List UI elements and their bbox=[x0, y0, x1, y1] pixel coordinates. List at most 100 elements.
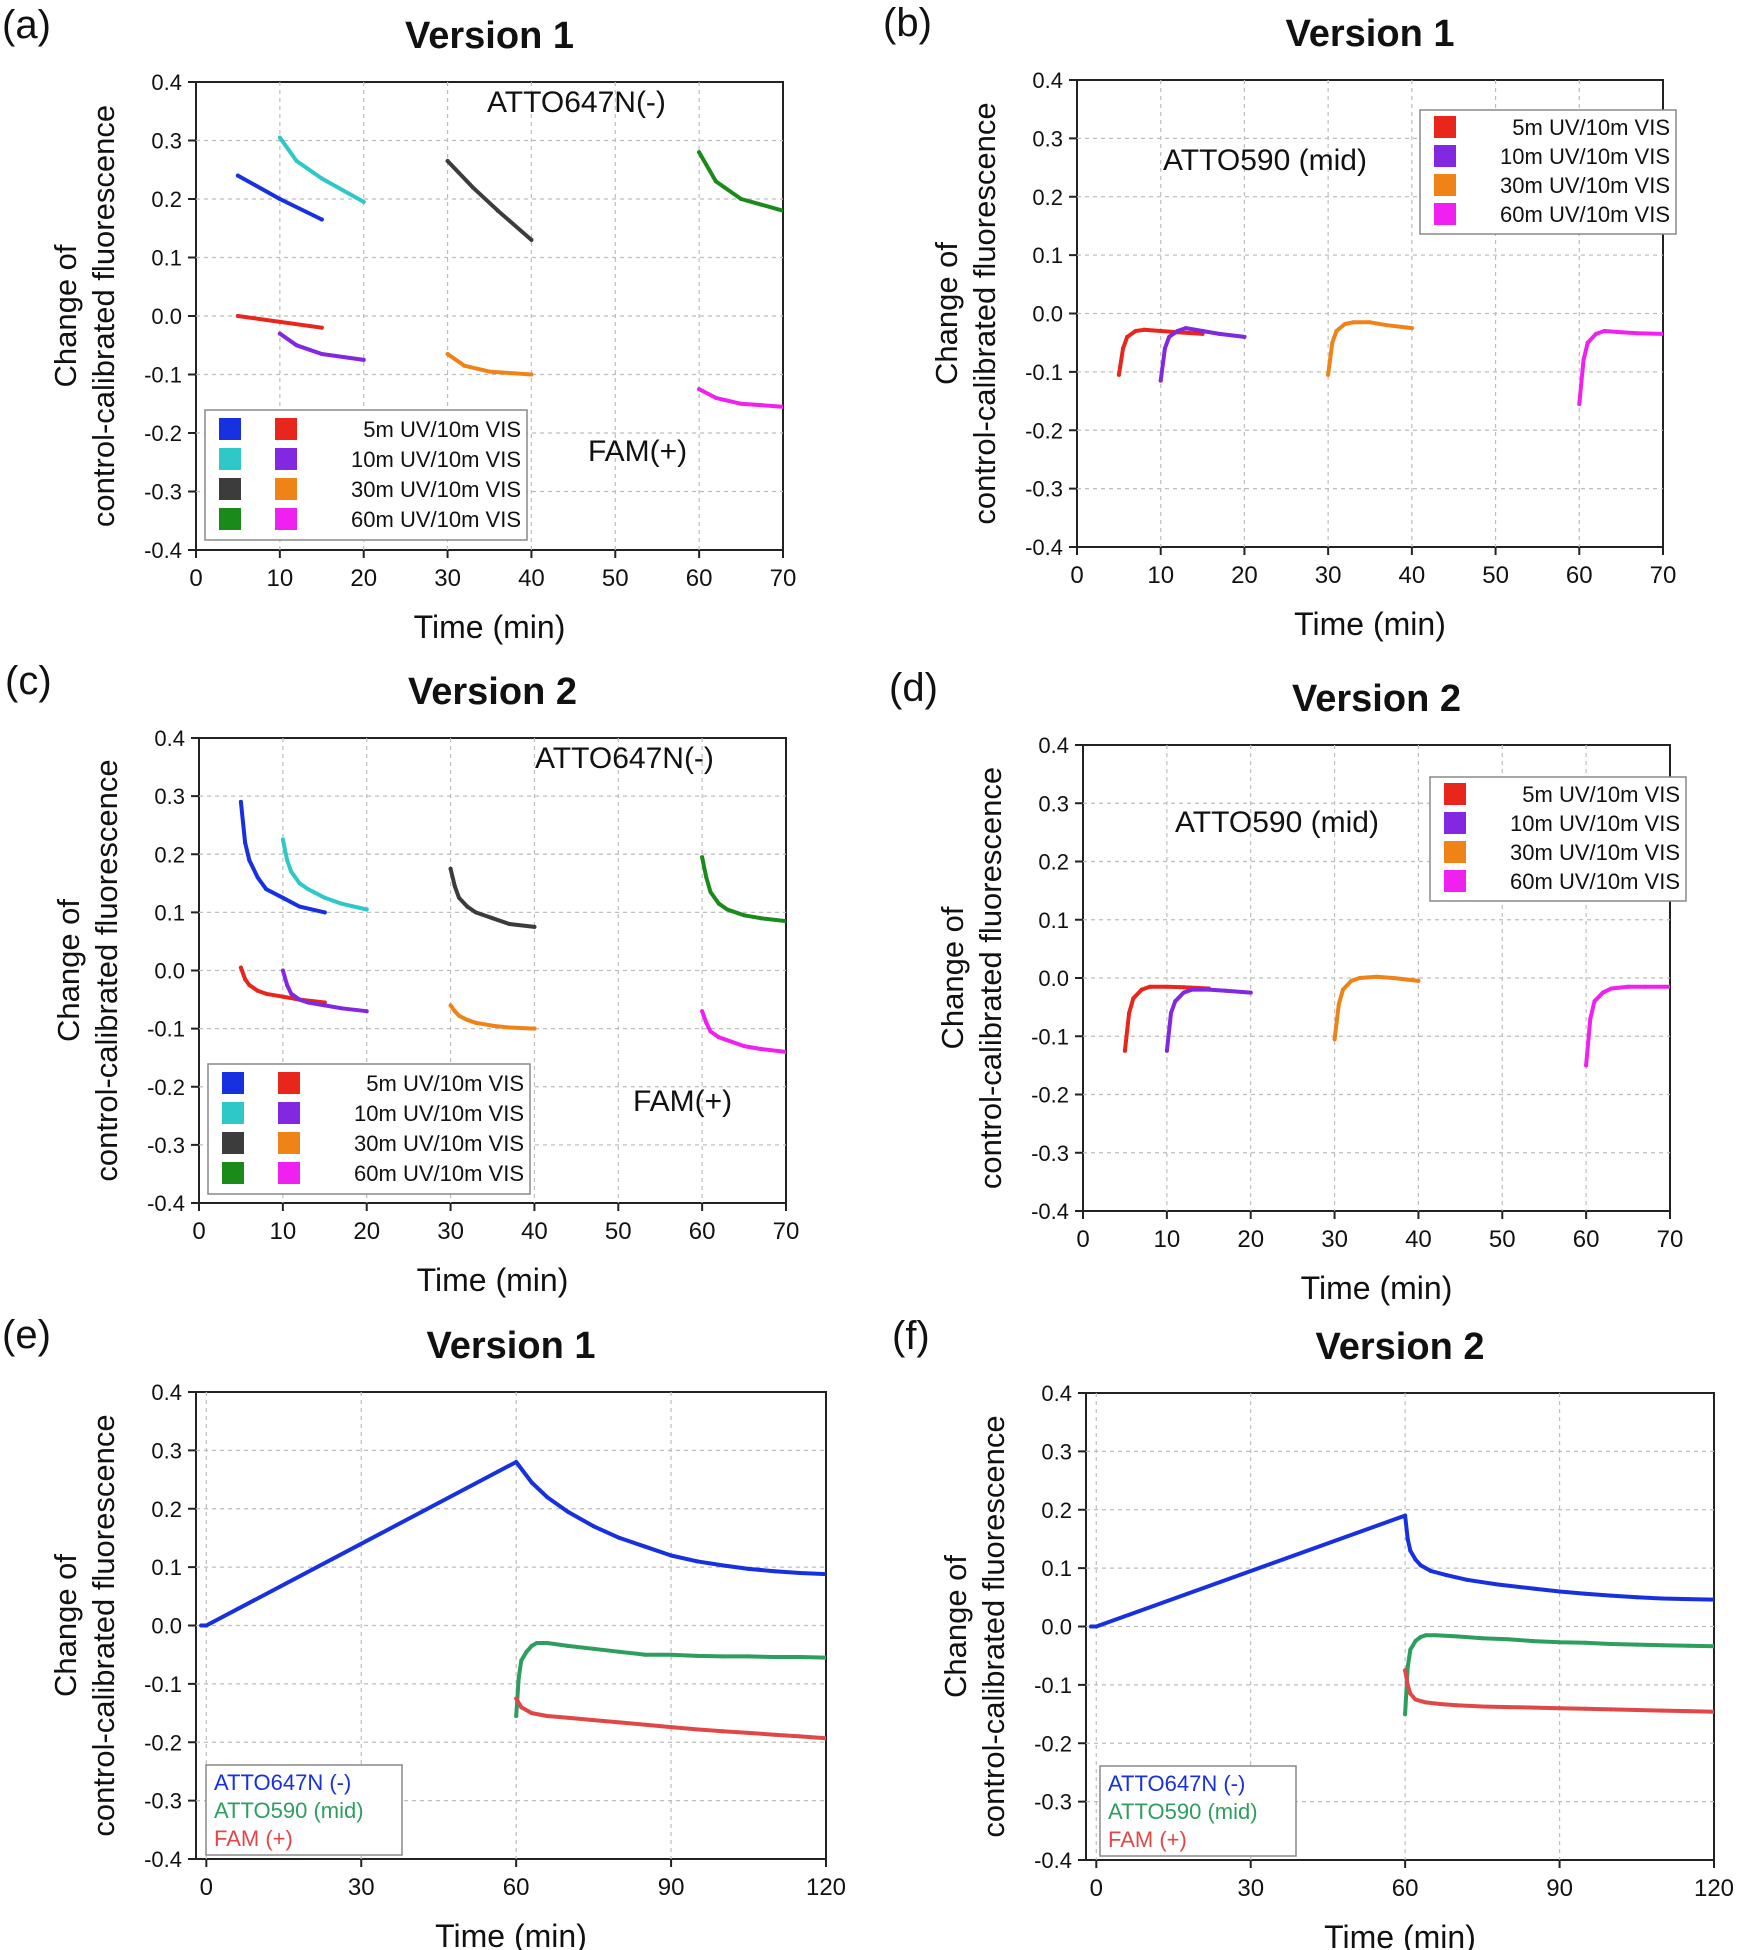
x-tick-label: 60 bbox=[1573, 1226, 1600, 1253]
panel-label: (c) bbox=[5, 659, 52, 703]
series-line-1 bbox=[1164, 987, 1253, 1053]
x-tick-label: 60 bbox=[1392, 1875, 1419, 1902]
data-point bbox=[532, 924, 537, 929]
legend-swatch bbox=[1434, 116, 1456, 138]
data-point bbox=[1531, 1705, 1536, 1710]
legend-swatch bbox=[275, 508, 297, 530]
data-point bbox=[742, 913, 747, 918]
data-point bbox=[507, 1025, 512, 1030]
data-point bbox=[704, 1020, 709, 1025]
series-line-0 bbox=[199, 1460, 826, 1628]
data-point bbox=[238, 965, 243, 970]
data-point bbox=[1531, 1586, 1536, 1591]
data-point bbox=[1183, 326, 1188, 331]
data-point bbox=[1434, 1633, 1438, 1638]
legend-swatch bbox=[1434, 174, 1456, 196]
data-point bbox=[1368, 320, 1372, 325]
data-point bbox=[697, 150, 702, 155]
data-point bbox=[1403, 1513, 1408, 1518]
panel-5: (f) Version 2 0 30 60 90 120 -0.4 -0.3 -0.2 -0.1 0.… bbox=[892, 1314, 1734, 1950]
data-point bbox=[545, 1641, 550, 1645]
y-tick-label: 0.4 bbox=[151, 70, 182, 95]
x-tick-label: 0 bbox=[189, 565, 202, 592]
data-point bbox=[1164, 1048, 1169, 1053]
data-point bbox=[713, 395, 718, 400]
y-tick-label: -0.4 bbox=[144, 1847, 182, 1872]
x-tick-label: 70 bbox=[773, 1218, 800, 1245]
x-tick-label: 60 bbox=[686, 565, 713, 592]
data-point bbox=[322, 910, 327, 915]
data-point bbox=[1557, 1706, 1562, 1711]
data-point bbox=[1609, 986, 1614, 991]
y-tick-label: -0.2 bbox=[144, 421, 182, 446]
data-point bbox=[1342, 322, 1347, 326]
data-point bbox=[1223, 988, 1228, 993]
panel-1: (b) Version 1 0 10 20 30 40 50 60 70 -0.4 -0.3 -0.2 -… bbox=[883, 1, 1677, 642]
data-point bbox=[1686, 1597, 1691, 1602]
data-point bbox=[798, 1571, 803, 1575]
y-tick-label: -0.4 bbox=[147, 1191, 185, 1216]
x-tick-label: 30 bbox=[434, 565, 461, 592]
legend-label: 10m UV/10m VIS bbox=[351, 447, 521, 472]
data-point bbox=[524, 1649, 529, 1654]
data-point bbox=[1531, 1639, 1536, 1644]
data-point bbox=[462, 363, 467, 368]
data-point bbox=[1634, 1708, 1639, 1712]
data-point bbox=[617, 1720, 622, 1725]
data-point bbox=[1413, 1697, 1418, 1702]
y-axis-label-line2: control-calibrated fluorescence bbox=[86, 1414, 121, 1836]
data-point bbox=[1506, 1705, 1511, 1710]
data-point bbox=[1405, 1682, 1410, 1687]
x-tick-label: 60 bbox=[503, 1874, 530, 1901]
x-tick-label: 50 bbox=[1482, 562, 1509, 589]
data-point bbox=[694, 1653, 699, 1658]
legend-label: 30m UV/10m VIS bbox=[351, 477, 521, 502]
y-tick-label: 0.3 bbox=[151, 129, 182, 154]
legend-label: 5m UV/10m VIS bbox=[1512, 115, 1670, 140]
data-point bbox=[1609, 1593, 1613, 1598]
y-tick-label: -0.2 bbox=[1025, 418, 1063, 443]
data-point bbox=[643, 1722, 648, 1727]
data-point bbox=[643, 1652, 648, 1657]
data-point bbox=[1439, 1702, 1444, 1707]
data-point bbox=[1635, 331, 1640, 336]
panel-0: (a) Version 1 0 10 20 30 40 50 60 70 -0.4 -0.3 -0.2 -… bbox=[2, 3, 796, 645]
series-line-6 bbox=[445, 352, 534, 377]
data-point bbox=[1133, 329, 1138, 333]
y-tick-label: 0.4 bbox=[1038, 733, 1069, 758]
data-point bbox=[470, 185, 475, 190]
data-point bbox=[1416, 978, 1421, 983]
legend-swatch bbox=[219, 448, 241, 470]
data-point bbox=[514, 1460, 519, 1464]
y-axis-label-line2: control-calibrated fluorescence bbox=[973, 767, 1008, 1189]
data-point bbox=[1181, 985, 1186, 990]
legend-label: 5m UV/10m VIS bbox=[1522, 782, 1680, 807]
legend-swatch bbox=[222, 1132, 244, 1154]
data-point bbox=[490, 916, 495, 921]
y-tick-label: -0.4 bbox=[1031, 1199, 1069, 1224]
legend-label: ATTO647N (-) bbox=[214, 1770, 351, 1795]
y-axis-label-line1: Change of bbox=[929, 242, 964, 385]
data-point bbox=[1609, 1707, 1613, 1712]
y-axis-label: Change of control-calibrated fluorescence bbox=[48, 105, 121, 527]
y-tick-label: 0.0 bbox=[151, 304, 182, 329]
data-point bbox=[361, 199, 366, 204]
data-point bbox=[247, 983, 252, 987]
y-tick-label: -0.1 bbox=[1034, 1673, 1072, 1698]
panel-3: (d) Version 2 0 10 20 30 40 50 60 70 -0.4 -0.3 -0.2 -… bbox=[889, 666, 1687, 1306]
data-point bbox=[277, 331, 282, 336]
data-point bbox=[1480, 1636, 1485, 1641]
data-point bbox=[364, 907, 369, 912]
data-point bbox=[784, 1049, 786, 1054]
data-point bbox=[297, 904, 302, 909]
x-axis-label: Time (min) bbox=[1324, 1919, 1476, 1950]
data-point bbox=[243, 840, 248, 845]
series-line-5 bbox=[277, 331, 366, 362]
data-point bbox=[277, 319, 282, 324]
legend: 5m UV/10m VIS 10m UV/10m VIS 30m UV/10m VI… bbox=[204, 409, 528, 541]
y-axis-label: Change of control-calibrated fluorescence bbox=[935, 767, 1008, 1189]
data-point bbox=[1384, 323, 1389, 328]
legend: ATTO647N (-) ATTO590 (mid) FAM (+) bbox=[1099, 1765, 1297, 1857]
data-point bbox=[1408, 1548, 1413, 1553]
data-point bbox=[285, 983, 290, 987]
